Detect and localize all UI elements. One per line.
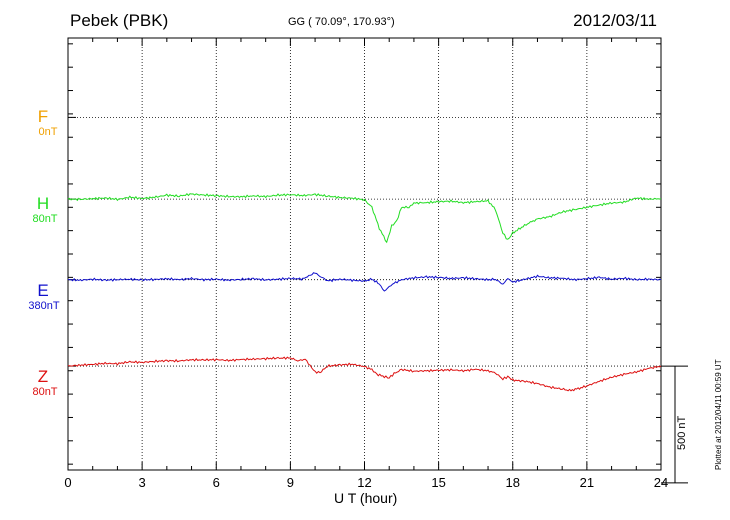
x-tick-label-12: 12 [357, 475, 371, 490]
channel-scale-h: 80nT [32, 213, 58, 225]
x-tick-label-9: 9 [287, 475, 294, 490]
series-line-e [67, 272, 662, 292]
station-title: Pebek (PBK) [70, 11, 169, 30]
x-tick-label-21: 21 [580, 475, 594, 490]
channel-scale-z: 80nT [32, 386, 58, 398]
x-tick-label-15: 15 [431, 475, 445, 490]
channel-scale-f: 0nT [38, 126, 58, 138]
channel-label-f: F 0nT [18, 108, 68, 139]
series-line-z [67, 356, 662, 392]
x-tick-label-0: 0 [64, 475, 71, 490]
channel-name-e: E [37, 281, 49, 300]
plot-date: 2012/03/11 [573, 11, 657, 30]
channel-name-h: H [36, 194, 50, 213]
series-line-h [67, 193, 662, 244]
channel-scale-e: 380nT [28, 300, 60, 312]
channel-label-e: E 380nT [18, 282, 68, 313]
scale-bar-label: 500 nT [676, 415, 688, 450]
channel-label-z: Z 80nT [18, 368, 68, 399]
channel-name-f: F [37, 107, 49, 126]
x-tick-label-18: 18 [506, 475, 520, 490]
x-tick-label-3: 3 [139, 475, 146, 490]
x-axis-label: U T (hour) [334, 490, 398, 506]
x-tick-label-6: 6 [213, 475, 220, 490]
plotted-timestamp: Plotted at 2012/04/11 00:59 UT [714, 359, 723, 470]
geographic-coordinates: GG ( 70.09°, 170.93°) [288, 16, 395, 28]
channel-label-h: H 80nT [18, 195, 68, 226]
channel-name-z: Z [37, 367, 49, 386]
